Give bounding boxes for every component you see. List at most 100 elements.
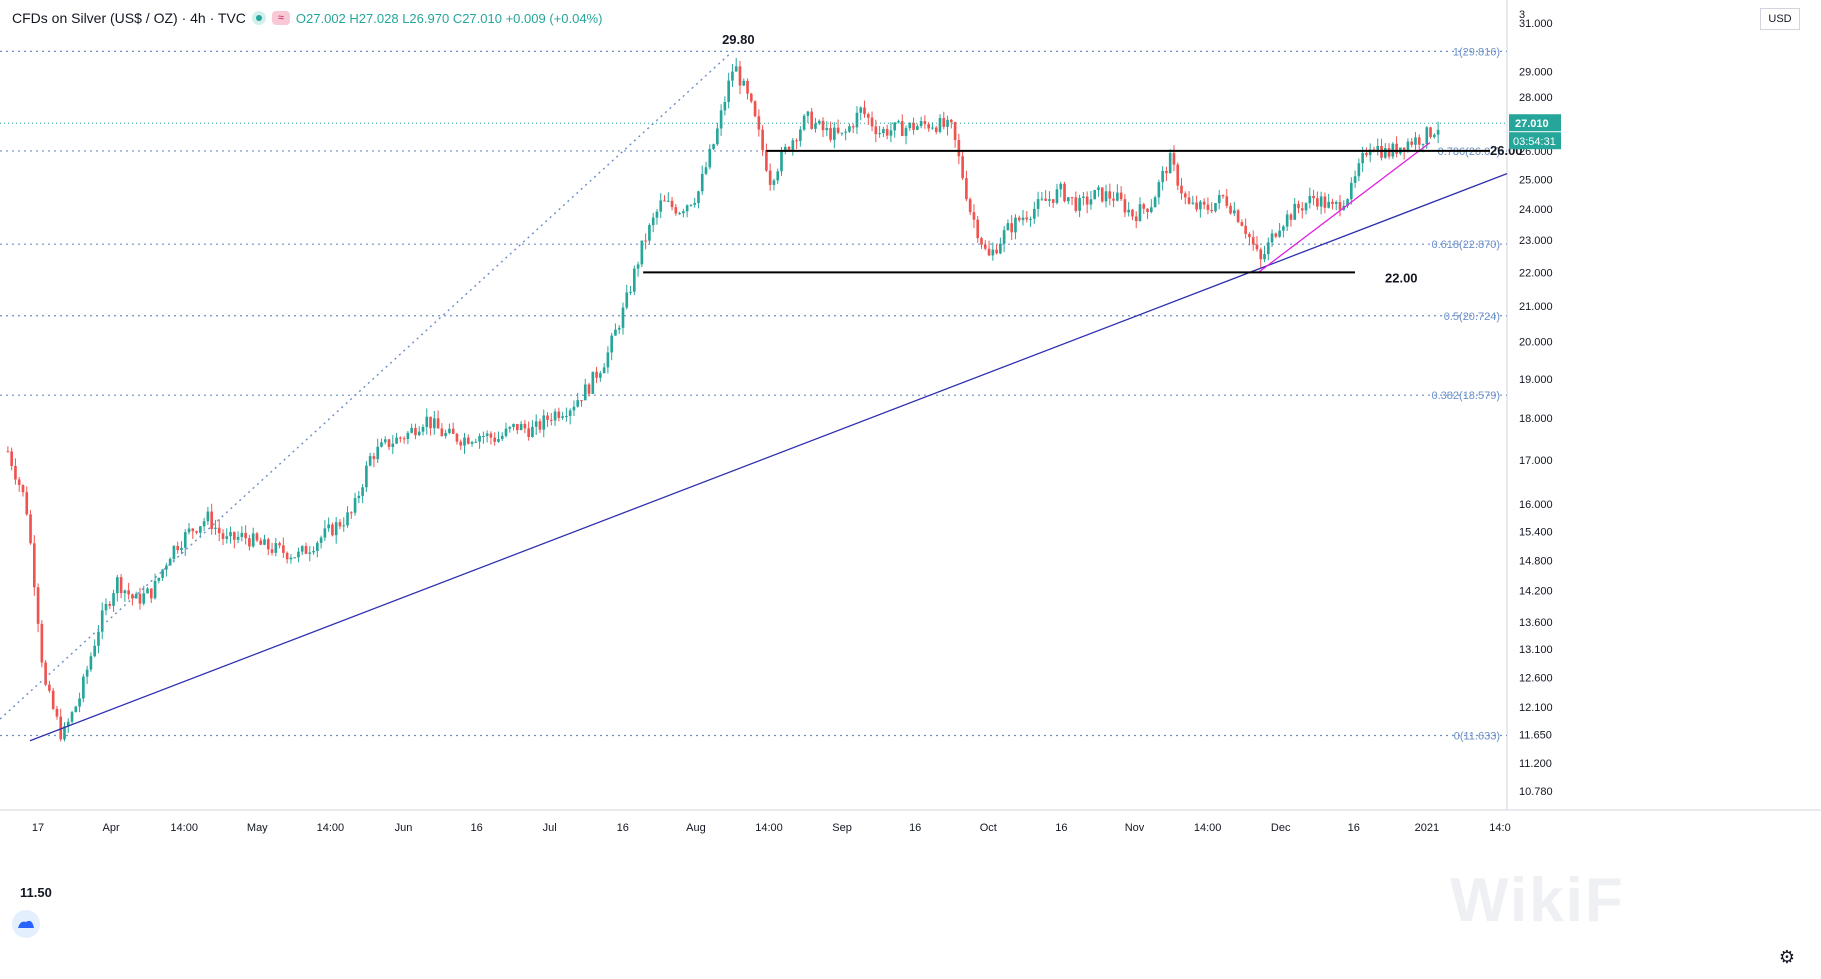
fib-level-label: 1(29.816): [1453, 46, 1500, 58]
candle-body: [334, 522, 338, 536]
time-tick-label: 16: [470, 822, 482, 834]
candle-body: [991, 249, 995, 256]
candle-body: [274, 543, 278, 553]
candle-body: [70, 712, 74, 722]
candle-body: [1274, 233, 1278, 237]
candle-body: [1100, 187, 1104, 202]
candle-body: [180, 547, 183, 551]
candle-body: [244, 532, 247, 539]
candle-body: [421, 426, 425, 432]
candle-body: [565, 416, 568, 418]
candle-body: [851, 126, 855, 128]
candle-body: [825, 128, 829, 131]
candle-body: [904, 128, 908, 136]
candle-body: [1134, 216, 1138, 222]
candle-body: [591, 371, 595, 394]
candle-body: [349, 512, 353, 514]
candle-body: [534, 421, 538, 427]
candle-body: [1308, 196, 1312, 204]
candle-body: [444, 432, 447, 437]
candle-body: [1040, 198, 1044, 200]
candle-body: [1266, 242, 1270, 255]
candle-body: [632, 268, 636, 292]
candle-body: [1078, 197, 1081, 211]
candle-body: [889, 130, 893, 136]
candle-body: [482, 435, 485, 437]
candle-body: [1153, 197, 1157, 208]
candle-body: [531, 426, 534, 437]
candle-body: [285, 552, 289, 560]
tradingview-cloud-icon[interactable]: [12, 910, 40, 938]
candle-body: [780, 151, 783, 172]
candle-body: [1429, 127, 1432, 137]
candle-body: [1055, 189, 1059, 203]
time-tick-label: 14:00: [755, 822, 783, 834]
time-tick-label: Oct: [980, 822, 997, 834]
candle-body: [1395, 143, 1398, 154]
candle-body: [1202, 201, 1206, 205]
wave-icon[interactable]: ≈: [271, 11, 290, 25]
candle-body: [32, 543, 36, 588]
candle-body: [817, 120, 821, 124]
candle-body: [557, 411, 561, 418]
candle-body: [6, 451, 10, 453]
time-tick-label: 14:00: [317, 822, 345, 834]
candle-body: [1157, 182, 1161, 198]
symbol-title[interactable]: CFDs on Silver (US$ / OZ) · 4h · TVC: [12, 10, 246, 26]
candle-body: [119, 577, 123, 594]
candle-body: [855, 112, 859, 128]
candle-body: [1021, 217, 1025, 221]
candle-body: [500, 435, 504, 439]
time-tick-label: 16: [617, 822, 629, 834]
candle-body: [40, 623, 44, 663]
candle-body: [651, 217, 655, 226]
candle-body: [1410, 141, 1414, 145]
candle-body: [640, 240, 644, 265]
fib-level-label: 0.618(22.870): [1432, 239, 1501, 251]
candle-body: [1085, 196, 1089, 205]
time-tick-label: Sep: [832, 822, 852, 834]
candle-body: [568, 410, 572, 417]
timer-badge: [1509, 132, 1561, 150]
candle-body: [757, 116, 761, 130]
candle-body: [414, 427, 417, 436]
candle-body: [1051, 199, 1055, 203]
candle-body: [553, 411, 557, 421]
candle-body: [1104, 191, 1108, 202]
candle-body: [523, 423, 527, 429]
symbol-legend: CFDs on Silver (US$ / OZ) · 4h · TVC ≈ O…: [12, 10, 602, 26]
price-tick-label: 11.650: [1519, 729, 1552, 741]
candle-body: [999, 243, 1002, 254]
candle-body: [1383, 148, 1387, 158]
ohlc-close: C27.010: [452, 10, 502, 26]
candle-body: [195, 531, 198, 533]
candle-body: [527, 428, 530, 437]
trendline-long: [29, 173, 1508, 742]
candle-body: [806, 111, 810, 116]
candle-body: [25, 492, 29, 515]
candle-body: [138, 593, 142, 604]
candle-body: [572, 406, 576, 411]
countdown-timer: 03:54:31: [1513, 136, 1556, 148]
candle-body: [795, 140, 798, 142]
candle-body: [519, 423, 523, 431]
candle-body: [85, 669, 89, 677]
candle-body: [300, 546, 304, 552]
time-tick-label: 14:0: [1489, 822, 1510, 834]
candle-body: [1074, 197, 1078, 211]
currency-badge[interactable]: USD: [1760, 8, 1800, 30]
price-tick-label: 24.000: [1519, 204, 1553, 216]
candle-body: [995, 249, 998, 254]
candle-body: [870, 117, 874, 127]
candle-body: [470, 442, 474, 444]
gear-icon[interactable]: ⚙: [1778, 947, 1796, 967]
candle-body: [1146, 208, 1149, 213]
price-tick-label: 12.100: [1519, 702, 1553, 714]
candle-body: [357, 495, 361, 499]
candle-body: [648, 225, 651, 241]
candle-body: [731, 71, 734, 81]
candle-body: [859, 107, 863, 113]
candle-body: [383, 439, 387, 443]
